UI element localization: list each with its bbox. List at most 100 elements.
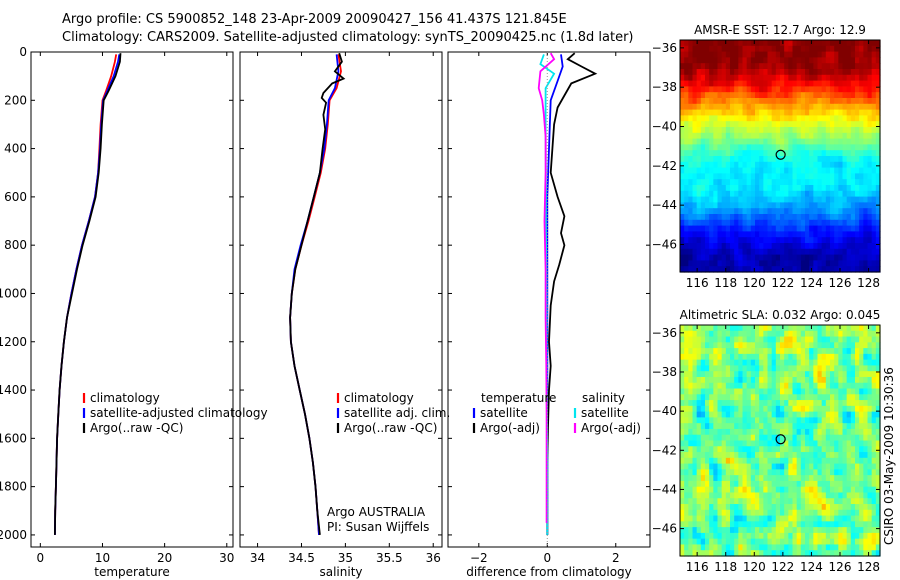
- heatmap-cell: [688, 550, 694, 557]
- heatmap-cell: [784, 243, 789, 250]
- heatmap-cell: [742, 325, 748, 332]
- heatmap-cell: [721, 80, 727, 87]
- heatmap-cell: [846, 532, 852, 540]
- heatmap-cell: [717, 434, 723, 442]
- heatmap-cell: [717, 388, 723, 395]
- heatmap-cell: [734, 388, 739, 395]
- heatmap-cell: [767, 365, 773, 372]
- heatmap-cell: [771, 63, 777, 70]
- heatmap-cell: [767, 254, 773, 261]
- heatmap-cell: [825, 121, 831, 128]
- heatmap-cell: [742, 57, 748, 64]
- heatmap-cell: [805, 132, 810, 140]
- map-y-tick-label: −44: [652, 482, 677, 496]
- heatmap-cell: [713, 214, 719, 221]
- heatmap-cell: [850, 138, 856, 145]
- heatmap-cell: [859, 342, 864, 349]
- heatmap-cell: [825, 40, 831, 47]
- heatmap-cell: [721, 190, 727, 198]
- heatmap-cell: [792, 231, 798, 238]
- heatmap-cell: [813, 86, 819, 93]
- heatmap-cell: [763, 498, 769, 505]
- heatmap-cell: [713, 237, 719, 244]
- heatmap-cell: [788, 161, 794, 169]
- heatmap-cell: [792, 51, 798, 58]
- heatmap-cell: [821, 45, 827, 53]
- heatmap-cell: [684, 80, 689, 87]
- heatmap-cell: [755, 440, 760, 447]
- heatmap-cell: [821, 156, 827, 163]
- heatmap-cell: [746, 504, 752, 511]
- heatmap-cell: [825, 452, 831, 459]
- heatmap-cell: [805, 103, 810, 111]
- heatmap-cell: [700, 260, 706, 267]
- heatmap-cell: [730, 260, 735, 267]
- heatmap-cell: [721, 51, 727, 58]
- heatmap-cell: [855, 527, 860, 534]
- heatmap-cell: [725, 103, 731, 111]
- heatmap-cell: [780, 98, 785, 105]
- heatmap-cell: [875, 492, 881, 499]
- heatmap-cell: [717, 243, 723, 250]
- heatmap-cell: [738, 219, 744, 227]
- heatmap-cell: [863, 423, 869, 430]
- heatmap-cell: [863, 446, 869, 453]
- heatmap-cell: [725, 550, 731, 557]
- heatmap-cell: [709, 376, 714, 384]
- heatmap-cell: [696, 150, 702, 157]
- heatmap-cell: [796, 325, 802, 332]
- heatmap-cell: [784, 63, 789, 70]
- heatmap-cell: [746, 452, 752, 459]
- heatmap-cell: [730, 51, 735, 58]
- heatmap-cell: [717, 428, 723, 436]
- heatmap-cell: [846, 156, 852, 163]
- heatmap-cell: [705, 132, 710, 140]
- heatmap-cell: [775, 428, 781, 436]
- heatmap-cell: [700, 121, 706, 128]
- heatmap-cell: [784, 127, 789, 134]
- heatmap-cell: [759, 509, 764, 517]
- heatmap-cell: [775, 127, 781, 134]
- heatmap-cell: [863, 376, 869, 384]
- heatmap-cell: [730, 179, 735, 186]
- heatmap-cell: [755, 492, 760, 499]
- heatmap-cell: [796, 57, 802, 64]
- heatmap-cell: [784, 115, 789, 122]
- heatmap-cell: [821, 492, 827, 499]
- heatmap-cell: [859, 492, 864, 499]
- heatmap-cell: [717, 161, 723, 169]
- heatmap-cell: [809, 394, 814, 401]
- heatmap-cell: [730, 371, 735, 378]
- heatmap-cell: [846, 202, 852, 209]
- heatmap-cell: [775, 173, 781, 180]
- heatmap-cell: [692, 538, 698, 546]
- heatmap-cell: [746, 51, 752, 58]
- heatmap-cell: [771, 515, 777, 522]
- heatmap-cell: [867, 179, 873, 186]
- heatmap-cell: [692, 98, 698, 105]
- heatmap-cell: [842, 342, 848, 349]
- heatmap-cell: [809, 156, 814, 163]
- heatmap-cell: [838, 179, 844, 186]
- heatmap-cell: [771, 359, 777, 367]
- heatmap-cell: [742, 237, 748, 244]
- heatmap-cell: [838, 237, 844, 244]
- heatmap-cell: [725, 325, 731, 332]
- heatmap-cell: [721, 325, 727, 332]
- heatmap-cell: [696, 365, 702, 372]
- heatmap-cell: [825, 161, 831, 169]
- heatmap-cell: [730, 434, 735, 442]
- heatmap-cell: [855, 156, 860, 163]
- heatmap-cell: [717, 248, 723, 256]
- heatmap-cell: [755, 550, 760, 557]
- heatmap-cell: [830, 330, 835, 338]
- heatmap-cell: [863, 440, 869, 447]
- heatmap-cell: [688, 103, 694, 111]
- heatmap-cell: [809, 51, 814, 58]
- heatmap-cell: [788, 109, 794, 116]
- heatmap-cell: [700, 376, 706, 384]
- heatmap-cell: [755, 423, 760, 430]
- heatmap-cell: [805, 452, 810, 459]
- heatmap-cell: [859, 45, 864, 53]
- heatmap-cell: [700, 92, 706, 99]
